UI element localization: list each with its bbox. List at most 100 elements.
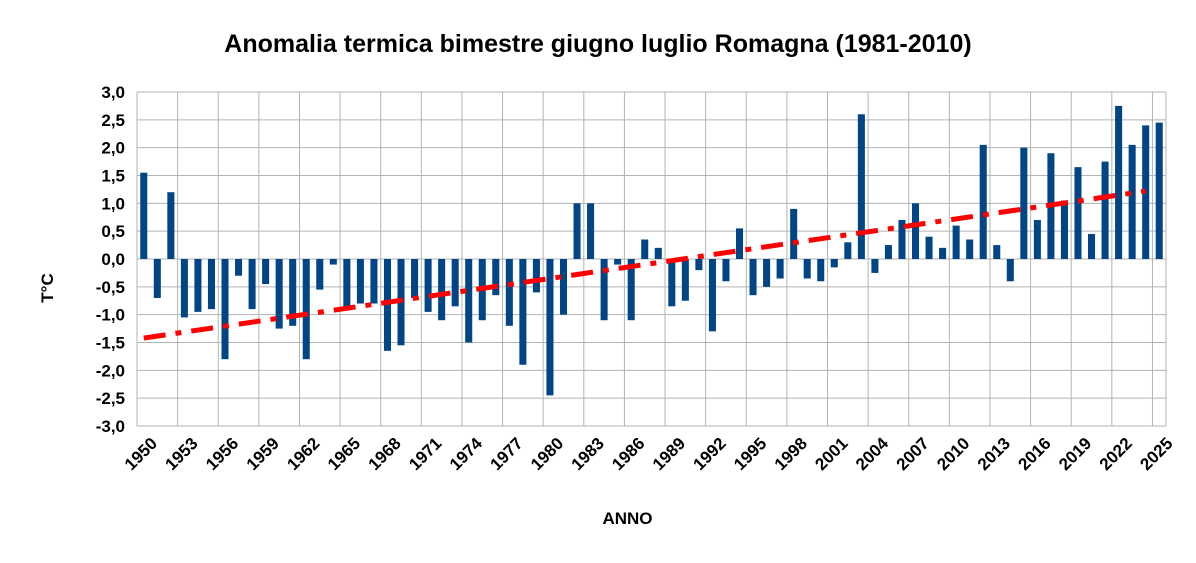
x-axis-label: ANNO: [602, 509, 653, 528]
x-tick-label: 2010: [933, 434, 973, 474]
bar-1990: [681, 259, 689, 301]
bar-1967: [370, 259, 378, 304]
y-tick-label: 2,0: [101, 139, 125, 158]
x-tick-label: 1950: [121, 434, 161, 474]
bar-1972: [438, 259, 446, 321]
y-tick-label: 0,0: [101, 250, 125, 269]
bar-1981: [559, 259, 568, 315]
x-tick-label: 2013: [974, 434, 1014, 474]
bar-2004: [871, 259, 879, 273]
y-tick-label: 2,5: [101, 111, 125, 130]
bar-2006: [898, 220, 906, 259]
bar-2021: [1101, 161, 1109, 259]
bar-1958: [248, 259, 256, 310]
bar-1980: [546, 259, 554, 396]
x-tick-label: 2022: [1096, 434, 1136, 474]
y-tick-label: 0,5: [101, 222, 125, 241]
bar-2008: [925, 236, 933, 259]
bar-2011: [966, 239, 974, 259]
y-tick-label: -3,0: [96, 417, 125, 436]
bar-1966: [356, 259, 364, 304]
bar-2001: [830, 259, 838, 268]
bar-2005: [884, 245, 892, 259]
bar-1978: [519, 259, 527, 365]
x-tick-label: 1965: [324, 434, 364, 474]
bar-1976: [492, 259, 500, 296]
bar-2002: [844, 242, 852, 259]
bar-1997: [776, 259, 784, 279]
bar-1998: [790, 208, 798, 259]
y-tick-label: -1,0: [96, 306, 125, 325]
bar-1982: [573, 203, 581, 259]
bar-1955: [207, 259, 215, 310]
bar-1988: [654, 247, 662, 259]
bar-2009: [939, 247, 947, 259]
bar-2014: [1006, 259, 1014, 282]
bar-1971: [424, 259, 432, 312]
y-tick-label: -1,5: [96, 334, 125, 353]
x-tick-label: 1956: [202, 434, 242, 474]
x-tick-label: 1986: [608, 434, 648, 474]
bar-1959: [262, 259, 270, 285]
bar-2025: [1155, 122, 1163, 259]
y-tick-label: -2,0: [96, 361, 125, 380]
bar-2015: [1020, 147, 1028, 259]
x-tick-label: 1989: [649, 434, 689, 474]
x-tick-label: 1995: [730, 434, 770, 474]
bar-2013: [993, 245, 1001, 259]
bar-1951: [153, 259, 161, 298]
bar-1984: [600, 259, 608, 321]
bars: [140, 105, 1163, 396]
x-tick-label: 2001: [811, 434, 851, 474]
bar-2000: [817, 259, 825, 282]
y-tick-labels: -3,0 -2,5 -2,0 -1,5 -1,0 -0,5 0,0 0,5 1,0 1,5 2,0 2…: [96, 83, 125, 436]
bar-1970: [411, 259, 419, 298]
bar-1961: [289, 259, 297, 326]
x-tick-label: 1971: [405, 434, 445, 474]
bar-1957: [235, 259, 243, 276]
x-tick-label: 1953: [162, 434, 202, 474]
x-tick-label: 1968: [365, 434, 405, 474]
bar-2016: [1033, 220, 1041, 259]
bar-1991: [695, 259, 703, 271]
bar-2018: [1060, 200, 1068, 259]
x-tick-label: 1998: [771, 434, 811, 474]
bar-2022: [1115, 105, 1123, 260]
bar-1965: [343, 259, 351, 307]
x-tick-label: 2004: [852, 433, 893, 474]
x-tick-label: 1983: [568, 434, 608, 474]
x-tick-label: 2025: [1136, 434, 1176, 474]
bar-2012: [979, 144, 987, 259]
x-tick-label: 1977: [486, 434, 526, 474]
bar-1995: [749, 259, 757, 296]
bar-1974: [465, 259, 473, 343]
y-tick-label: 3,0: [101, 83, 125, 102]
x-tick-label: 1980: [527, 434, 567, 474]
bar-1954: [194, 259, 202, 312]
bar-2010: [952, 225, 960, 259]
bar-1987: [641, 239, 649, 259]
bar-1999: [803, 259, 811, 279]
bar-1953: [180, 259, 188, 318]
bar-1977: [505, 259, 513, 326]
bar-1952: [167, 192, 175, 259]
x-tick-label: 2019: [1055, 434, 1095, 474]
x-tick-labels: 1950 1953 1956 1959 1962 1965 1968 1971 1974 1977…: [121, 433, 1177, 474]
bar-1960: [275, 259, 283, 329]
y-tick-label: 1,0: [101, 194, 125, 213]
x-tick-label: 1974: [446, 433, 487, 474]
x-tick-label: 1959: [243, 434, 283, 474]
x-tick-label: 2007: [893, 434, 933, 474]
bar-2023: [1128, 144, 1136, 259]
bar-2003: [857, 114, 865, 260]
bar-1979: [532, 259, 540, 293]
chart-title: Anomalia termica bimestre giugno luglio …: [224, 30, 972, 58]
bar-1964: [329, 259, 337, 265]
bar-1986: [627, 259, 635, 321]
bar-1968: [383, 259, 392, 351]
x-tick-label: 1992: [690, 434, 730, 474]
bar-1956: [221, 259, 229, 360]
bar-1983: [587, 203, 595, 259]
